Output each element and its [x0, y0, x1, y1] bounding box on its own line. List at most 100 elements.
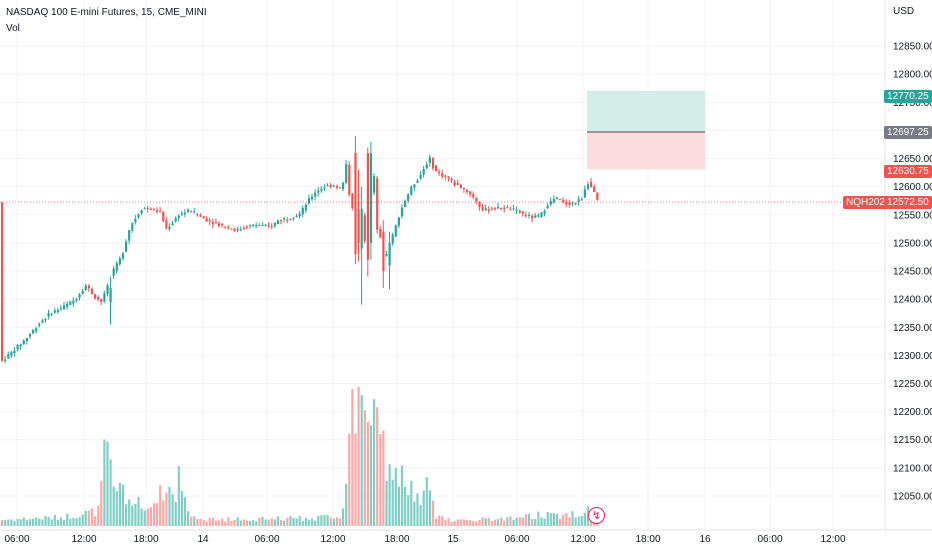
- candle-body: [276, 220, 280, 225]
- volume-bar: [345, 483, 348, 526]
- candle-body: [580, 199, 583, 201]
- x-tick-label: 06:00: [254, 534, 279, 545]
- x-tick-label: 14: [197, 534, 209, 545]
- volume-bar: [348, 433, 351, 526]
- candle-body: [156, 210, 159, 212]
- candle-body: [524, 215, 528, 217]
- volume-bar: [41, 519, 44, 526]
- candle-body: [397, 217, 400, 226]
- volume-bar: [140, 508, 143, 526]
- volume-bar: [487, 518, 490, 526]
- volume-bar: [255, 521, 258, 526]
- candle-body: [128, 229, 131, 241]
- volume-bar: [540, 517, 543, 526]
- candle-body: [540, 212, 543, 217]
- volume-bar: [4, 520, 7, 526]
- candle-body: [94, 294, 97, 299]
- volume-bar: [295, 518, 298, 526]
- candle-body: [435, 165, 438, 172]
- candle-body: [283, 218, 286, 220]
- volume-bar: [202, 519, 205, 526]
- candle-body: [53, 310, 56, 313]
- volume-bar: [280, 520, 283, 526]
- candle-body: [258, 225, 261, 227]
- candle-body: [459, 184, 462, 189]
- volume-bar: [90, 508, 94, 526]
- volume-bar: [565, 513, 568, 526]
- candle-body: [87, 285, 90, 289]
- volume-bar: [462, 519, 466, 526]
- volume-indicator-label[interactable]: Vol: [6, 23, 20, 34]
- candle-body: [242, 228, 245, 230]
- candle-body: [478, 202, 481, 208]
- volume-bar: [168, 487, 171, 526]
- candle-body: [531, 215, 534, 219]
- volume-bar: [298, 516, 301, 526]
- volume-bar: [441, 516, 444, 526]
- candle-body: [487, 209, 490, 212]
- candle-body: [106, 285, 109, 294]
- candle-body: [146, 207, 149, 209]
- candle-body: [214, 222, 218, 224]
- y-tick-label: 12400.00: [893, 295, 932, 306]
- volume-bar: [245, 520, 249, 526]
- flash-icon[interactable]: ↯: [588, 507, 605, 524]
- volume-bar: [379, 434, 382, 526]
- y-tick-label: 12250.00: [893, 379, 932, 390]
- candle-body: [441, 173, 444, 177]
- volume-bar: [521, 517, 524, 526]
- volume-bar: [404, 486, 407, 526]
- volume-bar: [187, 511, 190, 526]
- volume-bar: [506, 517, 509, 526]
- volume-bar: [450, 521, 453, 526]
- candle-body: [466, 190, 469, 192]
- candle-body: [44, 318, 47, 320]
- volume-bar: [50, 519, 53, 526]
- volume-bar: [438, 515, 441, 526]
- candle-body: [493, 208, 497, 210]
- candle-body: [311, 196, 314, 200]
- x-tick-label: 15: [447, 534, 459, 545]
- volume-bar: [227, 517, 230, 526]
- candle-body: [546, 205, 549, 209]
- x-tick-label: 06:00: [504, 534, 529, 545]
- volume-bar: [413, 501, 416, 526]
- volume-bar: [22, 517, 25, 526]
- volume-bar: [190, 516, 193, 526]
- volume-bar: [478, 519, 481, 526]
- volume-bar: [87, 510, 90, 526]
- volume-bar: [425, 477, 428, 526]
- volume-bar: [342, 508, 345, 526]
- candle-body: [342, 182, 345, 190]
- candle-body: [586, 184, 590, 190]
- volume-bar: [552, 513, 555, 526]
- volume-bar: [10, 519, 13, 526]
- candle-body: [292, 217, 295, 219]
- y-tick-label: 12750.00: [893, 98, 932, 109]
- volume-bar: [317, 515, 320, 526]
- volume-bar: [19, 519, 22, 526]
- candle-body: [428, 157, 431, 163]
- candle-body: [183, 212, 187, 215]
- volume-bar: [583, 512, 586, 526]
- volume-bar: [320, 515, 323, 526]
- candles: [1, 136, 599, 364]
- volume-bar: [373, 399, 376, 526]
- volume-bar: [28, 519, 32, 526]
- candle-body: [416, 180, 419, 183]
- candle-body: [543, 210, 546, 214]
- entry-price-tag: 12697.25: [884, 125, 932, 139]
- volume-bar: [72, 517, 75, 526]
- candle-body: [373, 176, 376, 193]
- volume-bar: [385, 480, 388, 526]
- volume-bar: [97, 505, 100, 526]
- candle-body: [264, 224, 267, 226]
- volume-bar: [214, 520, 218, 526]
- volume-bar: [156, 503, 159, 526]
- y-tick-label: 12850.00: [893, 42, 932, 53]
- volume-bar: [258, 517, 261, 526]
- volume-bar: [497, 519, 500, 526]
- candle-body: [512, 208, 515, 210]
- volume-bar: [115, 491, 118, 526]
